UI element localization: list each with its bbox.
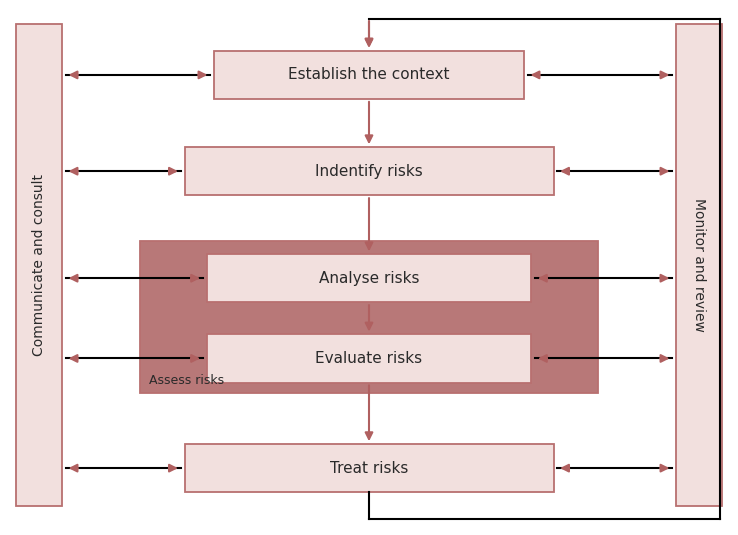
Bar [207,254,531,302]
Text: Treat risks: Treat risks [330,461,408,476]
Text: Assess risks: Assess risks [149,374,224,387]
Bar [140,241,598,393]
Text: Communicate and consult: Communicate and consult [32,174,46,356]
Bar [184,147,554,195]
Bar [16,24,62,506]
Text: Indentify risks: Indentify risks [315,164,423,179]
Text: Analyse risks: Analyse risks [319,271,419,286]
Bar [676,24,722,506]
Bar [184,444,554,492]
Bar [214,51,524,99]
Bar [207,334,531,383]
Text: Evaluate risks: Evaluate risks [315,351,423,366]
Text: Establish the context: Establish the context [289,67,449,82]
Text: Monitor and review: Monitor and review [692,198,706,332]
